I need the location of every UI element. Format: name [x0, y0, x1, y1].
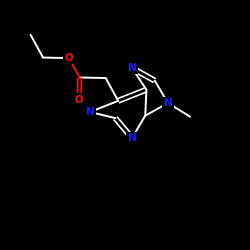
Text: N: N [128, 63, 136, 73]
Text: N: N [164, 98, 172, 108]
Text: N: N [86, 107, 94, 117]
Text: O: O [65, 53, 74, 63]
Text: O: O [75, 94, 84, 104]
Text: N: N [128, 133, 136, 143]
